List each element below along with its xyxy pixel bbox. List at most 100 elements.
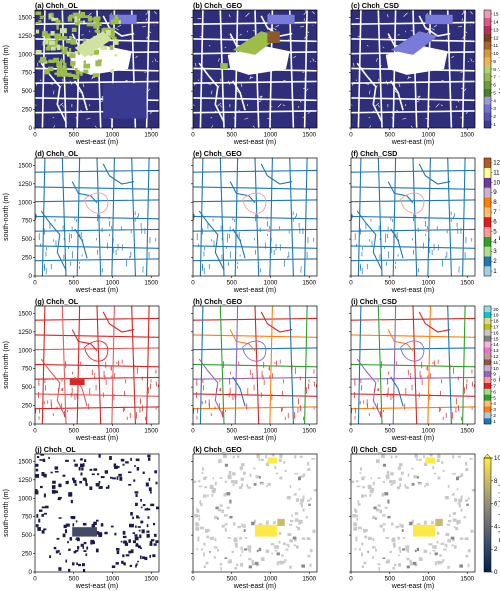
- map-content: [35, 306, 159, 424]
- colorbar-tick: 4: [494, 523, 498, 530]
- colorbar-swatch: [484, 394, 491, 401]
- x-tick-label: 1000: [106, 132, 120, 139]
- colorbar-swatch: [484, 25, 491, 34]
- x-tick-label: 500: [227, 132, 238, 139]
- panel-title: (g) Chch_OL: [35, 297, 79, 306]
- y-tick-label: 750: [22, 366, 33, 373]
- x-tick-label: 0: [349, 132, 353, 139]
- panel-title: (l) Chch_CSD: [351, 445, 397, 454]
- x-tick-label: 500: [69, 280, 80, 287]
- building-background: [35, 454, 159, 572]
- colorbar-tick: 6: [493, 389, 496, 395]
- colorbar-tick: 15: [493, 12, 499, 18]
- colorbar-swatch: [484, 207, 491, 218]
- x-axis-label: west-east (m): [233, 139, 276, 146]
- colorbar-swatch: [484, 376, 491, 383]
- colorbar-tick: 5: [493, 90, 496, 96]
- colorbar-tick: 7: [493, 209, 497, 216]
- y-tick-label: 0: [29, 273, 33, 280]
- y-tick-label: 500: [22, 384, 33, 391]
- colorbar-swatch: [484, 341, 491, 348]
- colorbar-tick: 8: [493, 378, 496, 384]
- panel-5: (e) Chch_GEO 0 500 1000 1500 west-east (m): [191, 149, 318, 294]
- colorbar-tick: 10: [493, 179, 500, 186]
- panel-frame: [34, 157, 160, 277]
- x-tick-label: 500: [385, 132, 396, 139]
- colorbar-tick: 12: [493, 354, 499, 360]
- block-area: [103, 83, 147, 119]
- y-tick-label: 750: [22, 70, 33, 77]
- building-background: [193, 454, 317, 572]
- street-lines: [193, 306, 317, 424]
- panel-3: (c) Chch_CSD 0 500 1000 1500 west-east (m): [349, 1, 476, 146]
- x-tick-label: 1500: [144, 576, 158, 583]
- panel-title: (a) Chch_OL: [35, 1, 78, 10]
- colorbar-tick: 12: [493, 160, 500, 167]
- panel-8: (h) Chch_GEO 0 500 1000 1500 west-east (m): [191, 297, 318, 442]
- x-tick-label: 1000: [264, 132, 278, 139]
- colorbar-swatch: [484, 311, 491, 318]
- pavement-streets: [193, 158, 317, 276]
- x-tick-label: 1000: [264, 576, 278, 583]
- buildings: [193, 454, 317, 571]
- pink-path: [84, 192, 109, 214]
- water-body: [267, 14, 295, 25]
- colorbar-tick: 2: [493, 413, 496, 419]
- panel-frame: [350, 9, 476, 129]
- panel-2: (b) Chch_GEO 0 500 1000 1500 west-east (m): [191, 1, 318, 146]
- colorbar-tick: 4: [493, 401, 496, 407]
- x-axis-label: west-east (m): [391, 583, 434, 590]
- panel-title: (k) Chch_GEO: [193, 445, 242, 454]
- y-axis-label: south-north (m): [3, 45, 10, 93]
- tall-building: [425, 457, 436, 464]
- colorbar-tick: 3: [493, 407, 496, 413]
- x-tick-label: 0: [191, 280, 195, 287]
- y-axis-label: south-north (m): [3, 193, 10, 241]
- map-content: [193, 306, 317, 424]
- pavement-streets: [35, 158, 159, 276]
- grass-patches: [35, 11, 121, 80]
- colorbar-swatch: [484, 112, 491, 121]
- y-tick-label: 1500: [18, 310, 32, 317]
- x-axis-label: west-east (m): [391, 287, 434, 294]
- y-axis-label: south-north (m): [3, 489, 10, 537]
- y-tick-label: 250: [22, 403, 33, 410]
- y-tick-label: 1000: [18, 199, 32, 206]
- x-tick-label: 500: [69, 428, 80, 435]
- colorbar-tick: 15: [493, 336, 499, 342]
- panel-frame: [34, 9, 160, 129]
- colorbar-tick: 4: [493, 238, 497, 245]
- x-tick-label: 500: [69, 576, 80, 583]
- x-axis-label: west-east (m): [391, 435, 434, 442]
- panel-frame: [192, 157, 318, 277]
- colorbar-swatch: [484, 365, 491, 372]
- colorbar-tick: 13: [493, 348, 499, 354]
- colorbar-swatch: [484, 167, 491, 178]
- y-axis-label: south-north (m): [3, 341, 10, 389]
- y-tick-label: 500: [22, 88, 33, 95]
- colorbar-tick: 7: [493, 75, 496, 81]
- map-content: [193, 158, 317, 276]
- colorbar-tick: 7: [493, 383, 496, 389]
- y-tick-label: 1000: [18, 347, 32, 354]
- colorbar-swatch: [484, 49, 491, 58]
- colorbar-tick: 17: [493, 324, 499, 330]
- x-tick-label: 0: [33, 576, 37, 583]
- panel-frame: [350, 453, 476, 573]
- colorbar-tick: 8: [493, 67, 496, 73]
- x-tick-label: 500: [227, 576, 238, 583]
- x-tick-label: 1000: [422, 576, 436, 583]
- open-area: [227, 45, 290, 75]
- building-background: [351, 454, 475, 572]
- panel-title: (e) Chch_GEO: [193, 149, 242, 158]
- pink-path: [242, 192, 267, 214]
- panels-layer: (a) Chch_OL 0 500 1000 1500 0 250 500 750 1000 125…: [3, 1, 476, 590]
- panel-title: (j) Chch_OL: [35, 445, 76, 454]
- colorbar-swatch: [484, 88, 491, 97]
- panel-frame: [34, 453, 160, 573]
- colorbar-tick: 16: [493, 330, 499, 336]
- y-tick-label: 1500: [18, 458, 32, 465]
- park-grass: [74, 31, 112, 58]
- colorbar-tick: 9: [493, 189, 497, 196]
- panel-title: (b) Chch_GEO: [193, 1, 243, 10]
